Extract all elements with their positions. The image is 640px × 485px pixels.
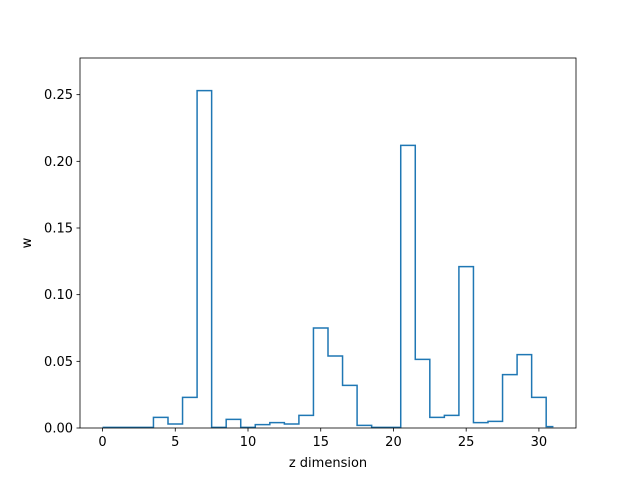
x-tick-label: 10	[240, 435, 257, 450]
y-ticks: 0.00 0.05 0.10 0.15 0.20 0.25	[44, 88, 80, 437]
x-tick-label: 25	[458, 435, 475, 450]
y-tick-label: 0.05	[44, 355, 73, 370]
y-tick-label: 0.20	[44, 155, 73, 170]
x-ticks: 0 5 10 15 20 25 30	[98, 428, 547, 450]
x-axis-label: z dimension	[289, 456, 367, 471]
x-tick-label: 30	[531, 435, 548, 450]
y-tick-label: 0.00	[44, 422, 73, 437]
y-tick-label: 0.10	[44, 288, 73, 303]
x-tick-label: 0	[98, 435, 106, 450]
y-tick-label: 0.25	[44, 88, 73, 103]
series-step-line	[102, 89, 554, 429]
plot-area	[80, 58, 576, 428]
x-tick-label: 5	[171, 435, 179, 450]
y-axis-label: w	[20, 237, 35, 248]
plot-frame	[79, 57, 577, 429]
x-tick-label: 15	[312, 435, 329, 450]
y-tick-label: 0.15	[44, 222, 73, 237]
x-tick-label: 20	[385, 435, 402, 450]
